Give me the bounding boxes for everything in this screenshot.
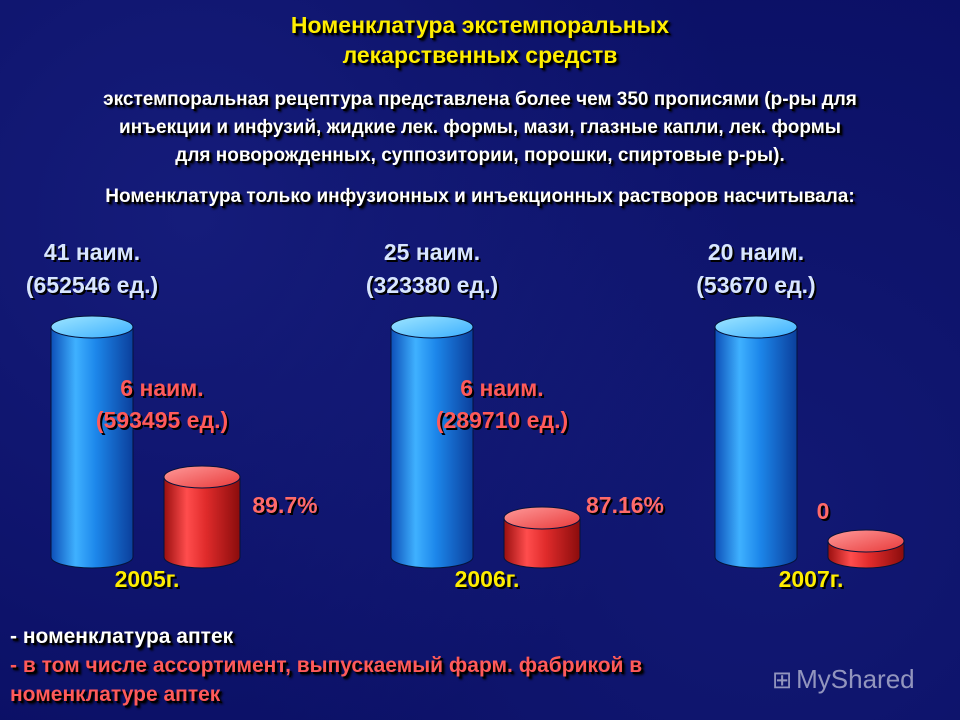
blue-cylinder-3 — [715, 316, 797, 568]
blue-label-names-2: 25 наим. — [384, 239, 480, 265]
legend-item-factory-line-2: номенклатуре аптек — [10, 680, 642, 709]
blue-cylinder-2 — [391, 316, 473, 568]
cylinder-chart: 41 наим.41 наим.(652546 ед.)(652546 ед.)… — [0, 230, 960, 600]
intro-text: экстемпоральная рецептура представлена б… — [0, 86, 960, 170]
title-line-1: Номенклатура экстемпоральных — [0, 10, 960, 40]
percent-label-3: 0 — [817, 498, 830, 524]
percent-label-1: 89.7% — [252, 492, 317, 518]
intro-line-2: инъекции и инфузий, жидкие лек. формы, м… — [0, 114, 960, 142]
red-cylinder-2 — [504, 507, 580, 568]
red-cylinder-1-top — [164, 466, 240, 488]
category-label-2: 2006г. — [455, 566, 520, 592]
watermark-text: MyShared — [796, 664, 915, 694]
blue-label-units-1: (652546 ед.) — [26, 272, 158, 298]
red-cylinder-3-top — [828, 530, 904, 552]
blue-cylinder-1 — [51, 316, 133, 568]
percent-label-2: 87.16% — [586, 492, 664, 518]
legend-item-pharmacy: - номенклатура аптек — [10, 622, 642, 651]
blue-label-names-1: 41 наим. — [44, 239, 140, 265]
blue-label-units-2: (323380 ед.) — [366, 272, 498, 298]
intro-line-3: для новорожденных, суппозитории, порошки… — [0, 142, 960, 170]
watermark: ⊞ MyShared — [772, 664, 915, 695]
red-cylinder-1-body — [164, 477, 240, 568]
red-label-names-1: 6 наим. — [120, 375, 203, 401]
legend: - номенклатура аптек - в том числе ассор… — [10, 622, 642, 709]
blue-cylinder-2-body — [391, 327, 473, 568]
title-line-2: лекарственных средств — [0, 40, 960, 70]
slide-title: Номенклатура экстемпоральных лекарственн… — [0, 10, 960, 70]
red-label-names-2: 6 наим. — [460, 375, 543, 401]
blue-label-names-3: 20 наим. — [708, 239, 804, 265]
blue-cylinder-3-top — [715, 316, 797, 338]
intro-line-1: экстемпоральная рецептура представлена б… — [0, 86, 960, 114]
blue-label-units-3: (53670 ед.) — [696, 272, 815, 298]
blue-cylinder-2-top — [391, 316, 473, 338]
blue-cylinder-1-top — [51, 316, 133, 338]
blue-cylinder-3-body — [715, 327, 797, 568]
red-label-units-2: (289710 ед.) — [436, 407, 568, 433]
red-cylinder-1 — [164, 466, 240, 568]
blue-cylinder-1-body — [51, 327, 133, 568]
category-label-3: 2007г. — [779, 566, 844, 592]
red-cylinder-2-top — [504, 507, 580, 529]
chart-subheading: Номенклатура только инфузионных и инъекц… — [0, 184, 960, 210]
red-label-units-1: (593495 ед.) — [96, 407, 228, 433]
red-cylinder-3 — [828, 530, 904, 568]
mysshare-logo-icon: ⊞ — [772, 667, 792, 694]
category-label-1: 2005г. — [115, 566, 180, 592]
legend-item-factory-line-1: - в том числе ассортимент, выпускаемый ф… — [10, 651, 642, 680]
